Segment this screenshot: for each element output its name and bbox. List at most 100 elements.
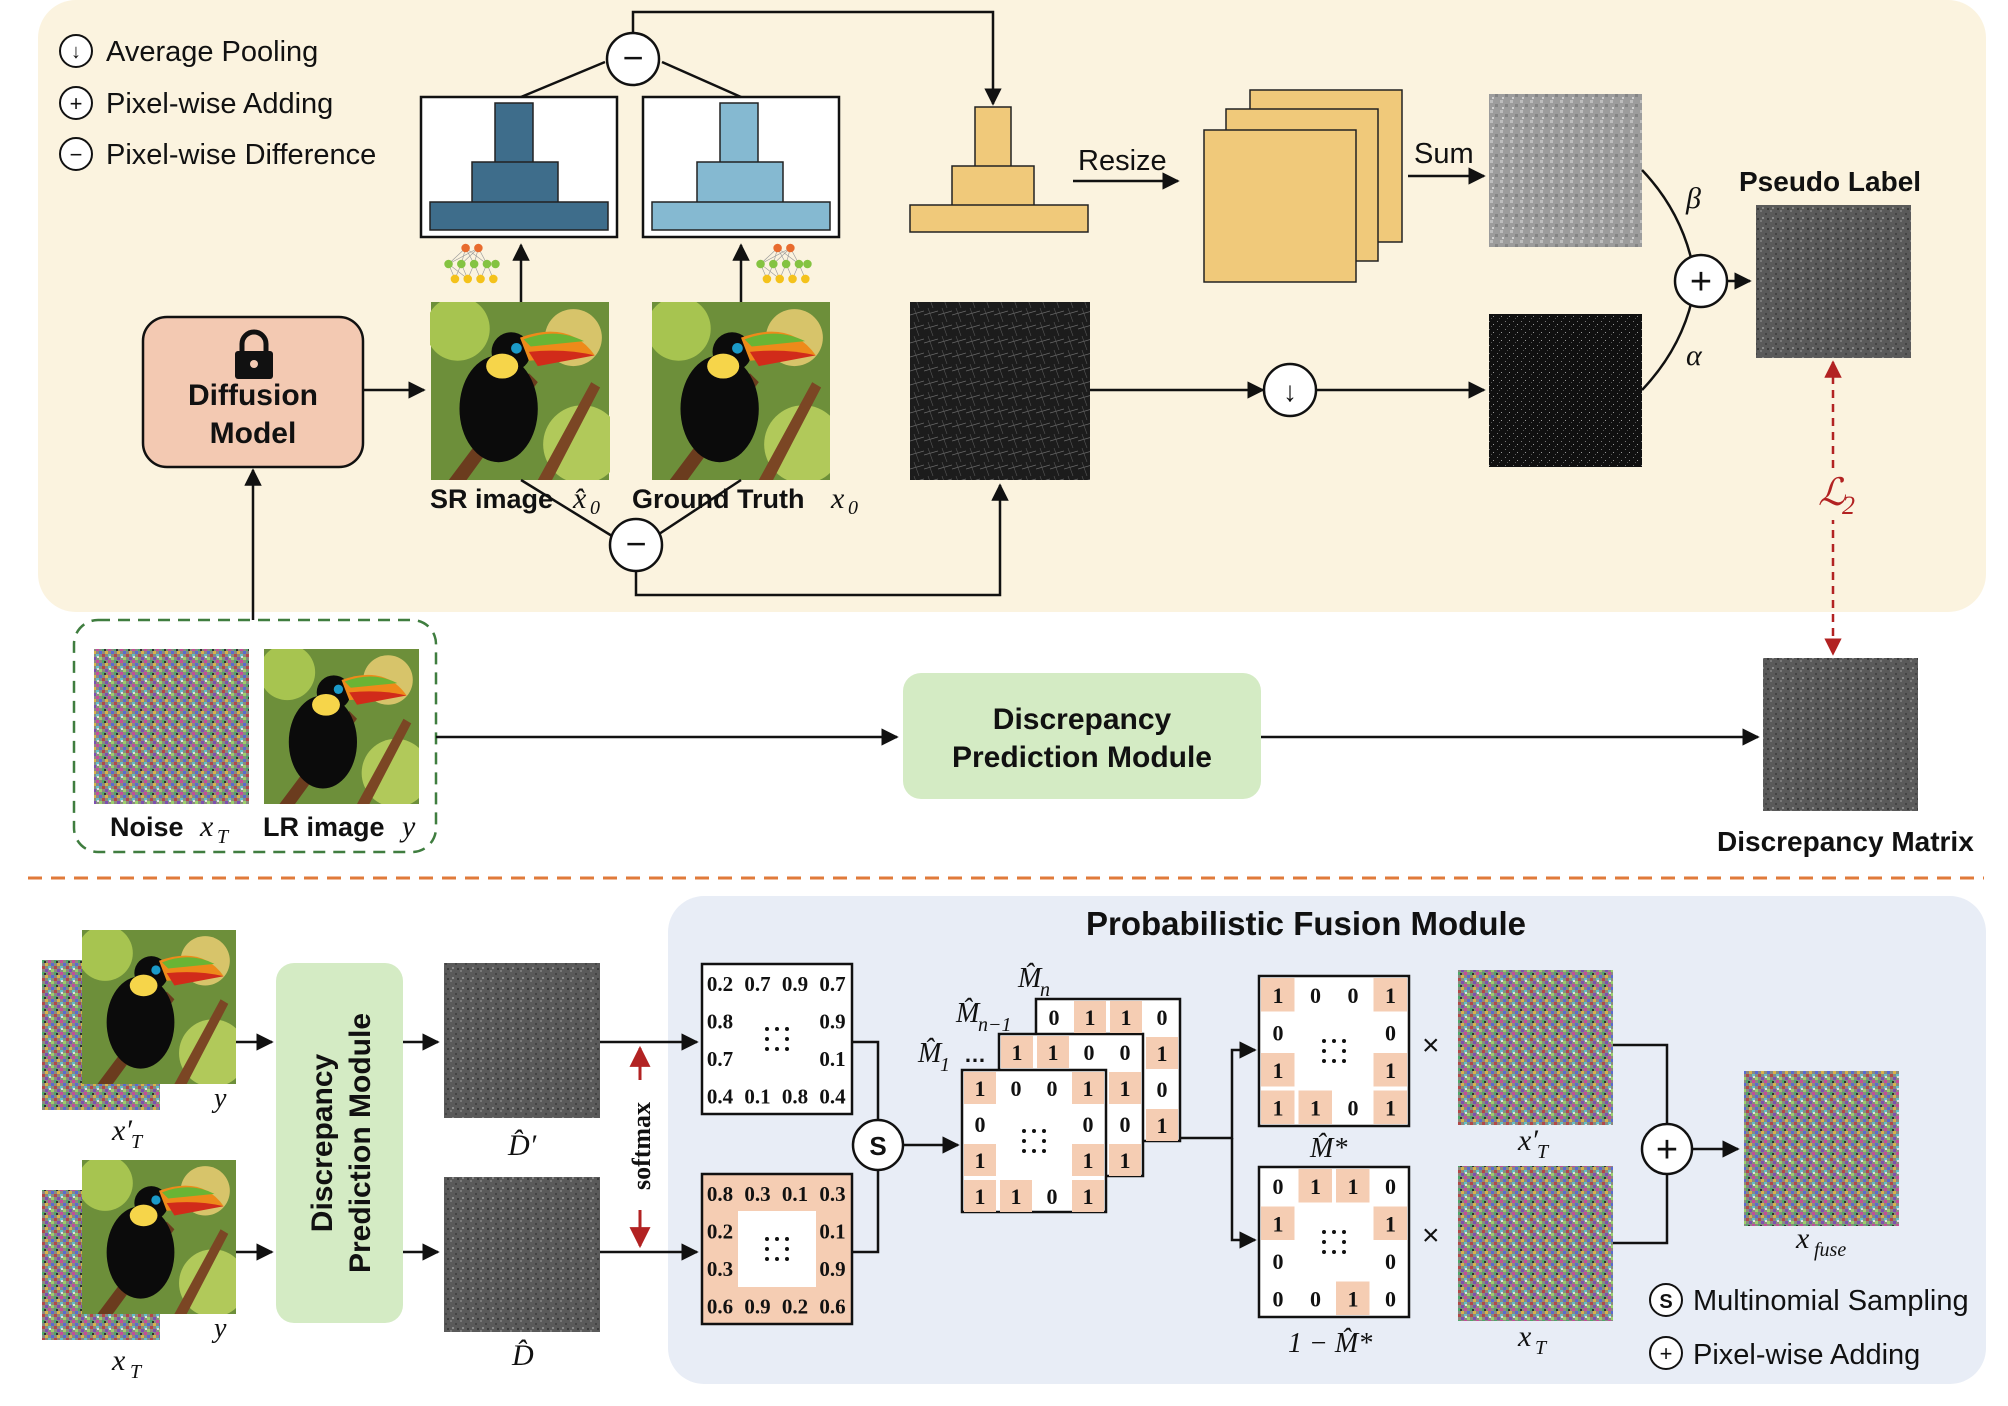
mask-value: 0 xyxy=(1084,1040,1095,1065)
arrow-to-mstar-inv xyxy=(1230,1138,1257,1249)
mask-cell-highlight xyxy=(964,1072,996,1104)
lr-image-prime xyxy=(82,930,236,1084)
mask-cell-highlight xyxy=(1000,1180,1032,1212)
diff-legend-icon xyxy=(59,137,93,171)
mask-ellipsis: … xyxy=(964,1042,986,1067)
sum-label: Sum xyxy=(1414,138,1474,170)
mask-value: 1 xyxy=(1085,1005,1096,1030)
mask-value: 1 xyxy=(1011,1184,1022,1209)
mask-value: 0 xyxy=(1120,1040,1131,1065)
beta-label: β xyxy=(1685,182,1701,215)
mask-cell-highlight xyxy=(1110,1001,1142,1033)
ground-truth-image xyxy=(652,302,830,480)
difference-pyramid xyxy=(909,106,1089,233)
mask-value: 0 xyxy=(1083,1112,1094,1137)
mask-value: 1 xyxy=(1083,1148,1094,1173)
l2-label: ℒ xyxy=(1818,472,1847,514)
prob-value: 0.6 xyxy=(819,1295,845,1319)
sr-feature-pyramid xyxy=(419,95,619,239)
fuse-add-op: + xyxy=(1640,1122,1694,1176)
mask-value: 0 xyxy=(1011,1076,1022,1101)
mstar-label: M̂* xyxy=(1309,1133,1347,1164)
mask-value: 1 xyxy=(1012,1040,1023,1065)
mask-cell-highlight xyxy=(1261,978,1295,1012)
legend-pixel-difference: Pixel-wise Difference xyxy=(106,139,376,171)
line-top-matrix-to-s xyxy=(852,1040,880,1120)
prob-value: 0.1 xyxy=(819,1220,845,1244)
lr-caption: LR image xyxy=(263,812,385,842)
mask-value: 0 xyxy=(1049,1005,1060,1030)
mask-value: 1 xyxy=(1121,1005,1132,1030)
xT-prime-sub-2: T xyxy=(1537,1141,1550,1163)
mask-cell-highlight xyxy=(1261,1053,1295,1087)
pseudo-add-op: + xyxy=(1673,253,1729,309)
ellipsis-dots xyxy=(1022,1129,1046,1153)
mask-value: 1 xyxy=(1120,1148,1131,1173)
d-prime-label: D̂′ xyxy=(507,1129,537,1162)
dpm-box-top: Discrepancy Prediction Module xyxy=(903,673,1261,799)
noise-math: x xyxy=(199,810,214,843)
m1-label: M̂ xyxy=(917,1038,943,1069)
pseudo-label-title: Pseudo Label xyxy=(1739,166,1921,197)
ellipsis-dots xyxy=(1322,1230,1346,1254)
ellipsis-dots xyxy=(765,1237,789,1261)
mask-value: 0 xyxy=(1310,1287,1321,1312)
legend-average-pooling: Average Pooling xyxy=(106,36,318,68)
arrow-minus-to-edge xyxy=(634,483,1009,597)
mn-sub: n xyxy=(1040,979,1050,1001)
mask-value: 1 xyxy=(1385,983,1396,1008)
mask-value: 1 xyxy=(1348,1287,1359,1312)
mask-cell-highlight xyxy=(1072,1072,1104,1104)
s-icon: S xyxy=(869,1131,886,1161)
line-prime-to-add xyxy=(1613,1043,1669,1124)
mask-value: 0 xyxy=(1273,1249,1284,1274)
mn-label: M̂ xyxy=(1017,963,1043,994)
prob-value: 0.7 xyxy=(819,972,845,996)
mask-cell-highlight xyxy=(1373,1206,1407,1240)
mask-cell-highlight xyxy=(1072,1180,1104,1212)
mask-value: 0 xyxy=(1120,1112,1131,1137)
sr-caption: SR image x̂ 0 xyxy=(430,482,600,519)
x-fuse-label: x xyxy=(1795,1222,1810,1255)
xT-prime-label-2: x′ xyxy=(1517,1124,1538,1157)
resized-feature-stack xyxy=(1203,89,1403,283)
mask-cell-highlight xyxy=(964,1144,996,1176)
mask-value: 1 xyxy=(1083,1076,1094,1101)
prob-matrix-bottom: 0.8 0.3 0.1 0.3 0.2 0.1 0.3 0.9 0.6 0.9 0.2 0.6 xyxy=(700,1172,854,1326)
mask-value: 0 xyxy=(1273,1174,1284,1199)
prob-value: 0.7 xyxy=(744,972,770,996)
mask-value: 0 xyxy=(1273,1287,1284,1312)
bottom-legend: S Multinomial Sampling + Pixel-wise Addi… xyxy=(1649,1283,1969,1371)
prob-value: 0.9 xyxy=(744,1295,770,1319)
softmax-bg xyxy=(622,1080,658,1210)
mask-value: 0 xyxy=(1310,983,1321,1008)
d-hat-image xyxy=(444,1177,600,1332)
mask-value: 0 xyxy=(1348,983,1359,1008)
one-minus-mstar-label: 1 − M̂* xyxy=(1288,1328,1372,1359)
l2-label-bg xyxy=(1815,470,1855,520)
add-legend-icon xyxy=(59,86,93,120)
plus-icon: + xyxy=(1656,1129,1678,1171)
pseudo-label-image xyxy=(1756,205,1911,358)
prob-value: 0.6 xyxy=(707,1295,733,1319)
down-arrow-icon: ↓ xyxy=(1283,376,1297,407)
times-icon: × xyxy=(1422,1029,1440,1062)
dpm-label-2: Prediction Module xyxy=(952,741,1212,774)
x-fuse-sub: fuse xyxy=(1814,1239,1846,1261)
y-label: y xyxy=(211,1313,227,1344)
legend-pixel-adding: Pixel-wise Adding xyxy=(106,88,333,120)
pfm-title: Probabilistic Fusion Module xyxy=(1086,905,1526,942)
xT-label-2: x xyxy=(1517,1320,1532,1353)
prob-matrix-top: 0.2 0.7 0.9 0.7 0.8 0.9 0.7 0.1 0.4 0.1 0.8 0.4 xyxy=(700,962,854,1116)
prob-value: 0.8 xyxy=(782,1085,808,1109)
legend-pixel-adding-bottom: Pixel-wise Adding xyxy=(1693,1339,1920,1371)
mask-value: 0 xyxy=(1385,1174,1396,1199)
prob-value: 0.4 xyxy=(707,1085,734,1109)
xT-sub: T xyxy=(130,1361,143,1383)
prob-value: 0.8 xyxy=(707,1182,733,1206)
prob-value: 0.3 xyxy=(744,1182,770,1206)
lr-image xyxy=(264,649,419,804)
discrepancy-matrix-title: Discrepancy Matrix xyxy=(1717,826,1974,857)
prob-value: 0.8 xyxy=(707,1010,733,1034)
